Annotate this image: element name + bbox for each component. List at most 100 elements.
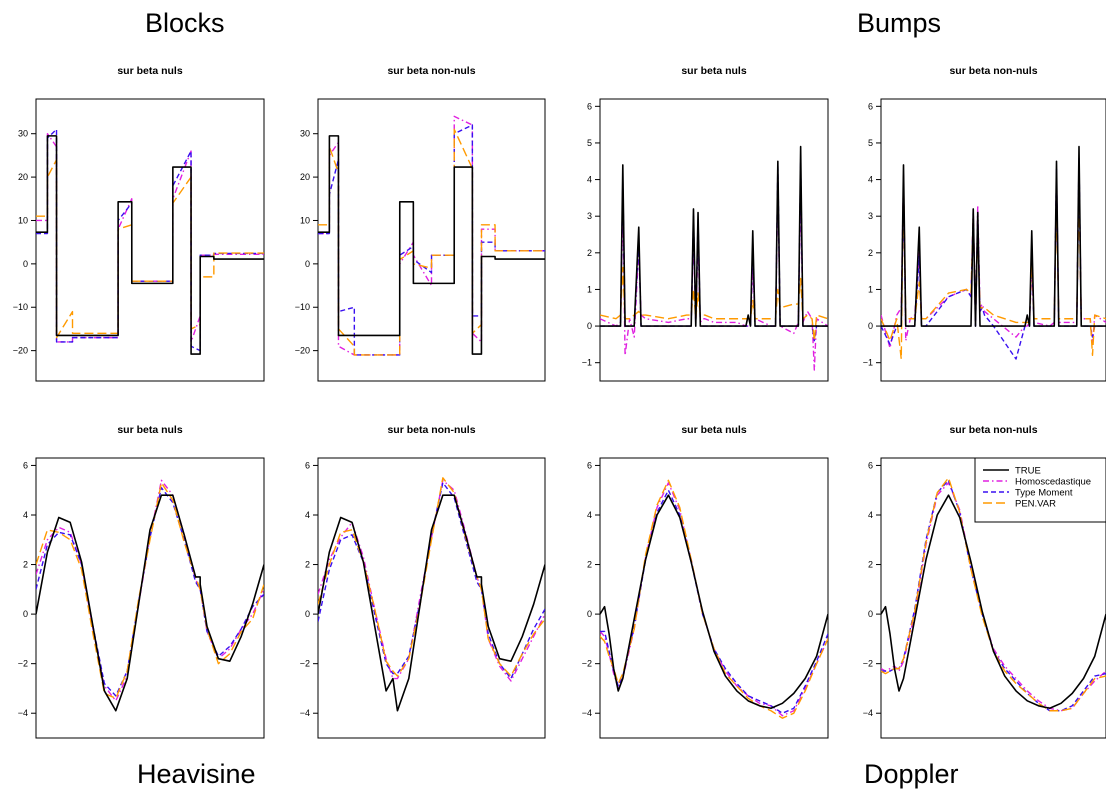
y-tick-label: 0 <box>305 609 310 619</box>
series-group <box>600 145 828 371</box>
y-tick-label: −10 <box>13 302 28 312</box>
plot-frame <box>880 98 1106 382</box>
panel-title: sur beta non-nuls <box>387 424 475 436</box>
plot-frame <box>317 98 546 382</box>
series-line-type-moment <box>600 489 828 714</box>
y-tick-label: 0 <box>23 609 28 619</box>
y-tick-label: 30 <box>300 129 310 139</box>
y-tick-label: 6 <box>868 460 873 470</box>
y-tick-label: 6 <box>23 460 28 470</box>
series-group <box>318 115 545 356</box>
series-line-homoscedastique <box>318 479 545 682</box>
y-tick-label: −10 <box>295 302 310 312</box>
series-line-pen-var <box>36 482 264 700</box>
plot-frame <box>35 457 265 739</box>
series-line-true <box>600 145 828 327</box>
y-tick-label: 1 <box>868 284 873 294</box>
series-line-pen-var <box>36 159 264 339</box>
plot-frame <box>599 98 829 382</box>
legend-label-homoscedastique: Homoscedastique <box>1015 477 1091 488</box>
legend-box <box>974 457 1106 523</box>
series-group <box>318 477 545 712</box>
series-line-true <box>881 145 1106 327</box>
series-line-true <box>318 494 545 712</box>
legend-label-type-moment: Type Moment <box>1015 488 1073 499</box>
group-title-heavisine: Heavisine <box>137 759 256 789</box>
y-tick-label: 30 <box>18 129 28 139</box>
group-title-blocks: Blocks <box>145 8 225 38</box>
y-tick-label: 6 <box>587 101 592 111</box>
y-tick-label: 3 <box>587 211 592 221</box>
legend-label-pen-var: PEN.VAR <box>1015 499 1056 510</box>
series-line-pen-var <box>600 266 828 342</box>
series-line-type-moment <box>36 487 264 697</box>
series-group <box>881 477 1106 712</box>
y-tick-label: −2 <box>18 659 28 669</box>
legend-label-true: TRUE <box>1015 466 1041 477</box>
series-line-true <box>36 135 264 355</box>
series-line-homoscedastique <box>600 182 828 371</box>
panel-doppler-nuls: sur beta nuls −4 −2 0 2 4 6 <box>582 424 829 739</box>
y-tick-label: −1 <box>863 358 873 368</box>
panel-title: sur beta nuls <box>117 424 183 436</box>
series-line-type-moment <box>36 128 264 352</box>
plot-frame <box>317 457 546 739</box>
y-tick-label: 10 <box>300 215 310 225</box>
y-tick-label: −2 <box>582 659 592 669</box>
series-group <box>36 128 264 355</box>
panel-bumps-non-nuls: sur beta non-nuls −1 0 1 2 3 4 5 6 <box>863 65 1106 382</box>
panel-heavisine-non-nuls: sur beta non-nuls −4 −2 0 2 4 6 <box>300 424 546 739</box>
series-line-true <box>36 494 264 712</box>
panel-title: sur beta non-nuls <box>949 424 1037 436</box>
series-line-true <box>881 494 1106 710</box>
panel-doppler-non-nuls: sur beta non-nuls −4 −2 0 2 4 6 <box>863 424 1106 739</box>
series-line-pen-var <box>600 479 828 719</box>
y-tick-label: 0 <box>305 259 310 269</box>
y-tick-label: 4 <box>305 510 310 520</box>
y-tick-label: 5 <box>587 138 592 148</box>
y-tick-label: 1 <box>587 284 592 294</box>
series-group <box>881 145 1106 360</box>
series-line-type-moment <box>318 482 545 680</box>
panel-title: sur beta nuls <box>117 65 183 77</box>
y-tick-label: 2 <box>587 248 592 258</box>
series-line-homoscedastique <box>318 115 545 356</box>
y-tick-label: 2 <box>587 560 592 570</box>
panel-title: sur beta non-nuls <box>949 65 1037 77</box>
series-line-pen-var <box>318 477 545 677</box>
group-title-bumps: Bumps <box>857 8 942 38</box>
series-group <box>600 479 828 719</box>
y-tick-label: 4 <box>23 510 28 520</box>
y-tick-label: 0 <box>587 321 592 331</box>
y-tick-label: 20 <box>300 172 310 182</box>
series-line-pen-var <box>318 128 545 356</box>
series-line-homoscedastique <box>36 133 264 343</box>
y-tick-label: 6 <box>868 101 873 111</box>
panel-blocks-non-nuls: sur beta non-nuls −20 −10 0 10 20 30 <box>295 65 546 382</box>
y-tick-label: 0 <box>23 259 28 269</box>
panel-title: sur beta nuls <box>681 424 747 436</box>
plot-frame <box>599 457 829 739</box>
y-tick-label: 2 <box>23 560 28 570</box>
y-tick-label: 4 <box>587 510 592 520</box>
y-tick-label: 4 <box>868 510 873 520</box>
y-tick-label: −20 <box>295 346 310 356</box>
series-line-true <box>600 494 828 710</box>
y-tick-label: 4 <box>587 175 592 185</box>
y-tick-label: 6 <box>305 460 310 470</box>
y-tick-label: 0 <box>587 609 592 619</box>
y-tick-label: 5 <box>868 138 873 148</box>
series-line-type-moment <box>318 124 545 356</box>
series-group <box>36 479 264 712</box>
y-tick-label: −2 <box>863 659 873 669</box>
y-tick-label: 10 <box>18 215 28 225</box>
y-tick-label: 0 <box>868 321 873 331</box>
panel-blocks-nuls: sur beta nuls −20 −10 0 10 20 30 <box>13 65 265 382</box>
y-tick-label: 2 <box>868 560 873 570</box>
y-tick-label: 6 <box>587 460 592 470</box>
panel-title: sur beta nuls <box>681 65 747 77</box>
series-line-type-moment <box>881 156 1106 360</box>
y-tick-label: 2 <box>868 248 873 258</box>
